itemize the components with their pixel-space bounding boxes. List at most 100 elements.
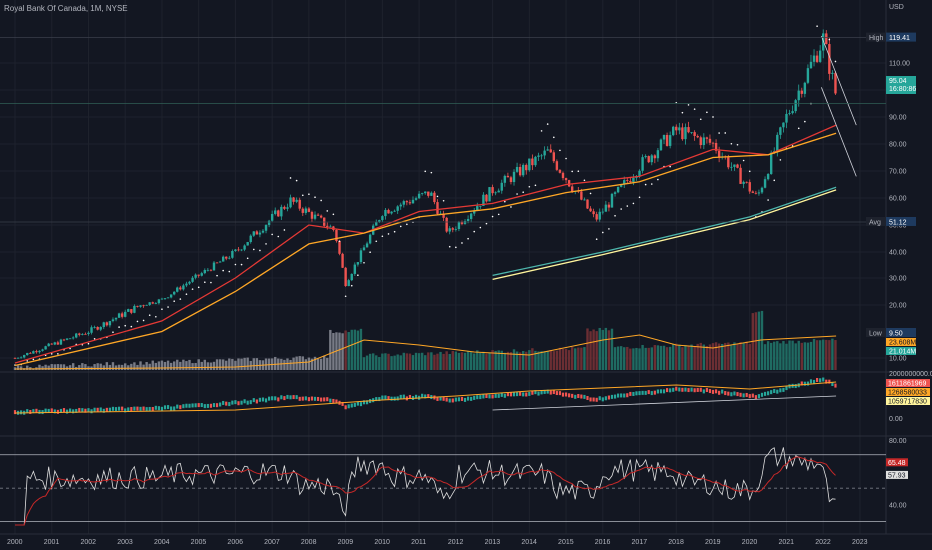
candle — [641, 157, 644, 171]
candle — [626, 180, 629, 181]
candle — [570, 186, 574, 192]
candle — [457, 222, 461, 229]
sar-dot — [473, 230, 476, 233]
sar-dot — [748, 170, 751, 173]
volume-bar — [16, 365, 20, 370]
candle — [185, 283, 188, 286]
candle — [424, 191, 427, 194]
accumulation-bar — [421, 393, 424, 398]
sar-dot — [669, 165, 671, 168]
time-tick-label: 2010 — [374, 539, 390, 546]
volume-bar — [641, 344, 644, 370]
accumulation-bar — [589, 397, 592, 402]
volume-bar — [289, 359, 292, 370]
accumulation-bar — [647, 390, 650, 395]
volume-bar — [518, 352, 522, 370]
sar-dot — [693, 108, 696, 110]
volume-bar — [460, 352, 464, 370]
accumulation-bar — [819, 378, 822, 383]
accumulation-bar — [476, 395, 479, 400]
accumulation-bar — [448, 398, 451, 403]
candle — [537, 155, 540, 157]
accumulation-bar — [763, 391, 767, 396]
candle — [567, 180, 571, 187]
accumulation-bar — [659, 389, 663, 394]
volume-bar — [473, 353, 476, 370]
sar-dot — [142, 319, 145, 322]
candle — [420, 193, 424, 194]
candle — [96, 326, 99, 330]
accumulation-value-2: 1268580033 — [888, 390, 927, 397]
candle — [607, 204, 611, 208]
candle — [754, 192, 758, 194]
volume-bar — [782, 341, 785, 370]
accumulation-bar — [44, 408, 47, 413]
accumulation-bar — [139, 406, 142, 411]
volume-bar — [702, 344, 706, 370]
volume-bar — [390, 356, 393, 370]
candle — [662, 134, 666, 140]
candle — [365, 243, 369, 248]
accumulation-bar — [209, 403, 213, 408]
volume-bar — [206, 362, 210, 370]
candle — [393, 210, 396, 212]
candle — [81, 333, 84, 335]
accumulation-bar — [714, 389, 718, 394]
volume-bar — [730, 345, 733, 370]
rsi-line — [15, 447, 836, 526]
candle — [763, 179, 767, 188]
sar-dot — [589, 192, 592, 195]
moving-average-line — [14, 124, 837, 364]
volume-bar — [607, 330, 611, 370]
candle — [776, 134, 779, 152]
accumulation-bar — [237, 401, 240, 406]
candle — [387, 209, 390, 214]
accumulation-bar — [427, 394, 430, 399]
accumulation-bar — [699, 387, 702, 392]
accumulation-bar — [684, 387, 687, 392]
accumulation-bar — [610, 394, 614, 399]
sar-dot — [130, 325, 133, 328]
accumulation-value-1-bg — [886, 379, 930, 387]
candle — [384, 209, 387, 217]
accumulation-bar — [491, 394, 494, 399]
volume-bar — [733, 342, 736, 370]
candle — [488, 187, 491, 202]
accumulation-trendline — [492, 395, 837, 411]
volume-bar — [549, 350, 552, 370]
candle — [779, 127, 782, 135]
sar-dot — [828, 38, 831, 41]
accumulation-bar — [277, 397, 280, 402]
candle — [822, 33, 825, 51]
accumulation-bar — [825, 379, 828, 384]
candle — [460, 222, 464, 224]
volume-bar — [38, 364, 41, 370]
accumulation-bar — [463, 397, 467, 402]
volume-bar — [417, 353, 421, 370]
volume-bar — [803, 342, 807, 370]
volume-bar — [430, 352, 433, 370]
sar-dot — [583, 179, 586, 182]
candle — [598, 211, 601, 220]
volume-bar — [457, 352, 461, 370]
candle — [668, 135, 672, 146]
time-tick-label: 2000 — [7, 539, 23, 546]
accumulation-bar — [693, 388, 696, 393]
sar-dot — [326, 210, 329, 212]
accumulation-bar — [718, 390, 721, 395]
candle — [650, 155, 653, 163]
volume-bar — [381, 353, 384, 370]
candle — [75, 333, 78, 338]
candle — [794, 100, 797, 112]
volume-bar — [610, 328, 614, 370]
candle — [518, 166, 522, 176]
sar-dot — [197, 286, 200, 289]
candle — [815, 55, 819, 62]
accumulation-bar — [185, 403, 188, 408]
accumulation-bar — [387, 396, 390, 401]
candle — [148, 302, 151, 305]
accumulation-bar — [332, 398, 335, 403]
accumulation-bar — [320, 397, 323, 402]
currency-label: USD — [889, 4, 904, 11]
candle — [818, 50, 822, 62]
